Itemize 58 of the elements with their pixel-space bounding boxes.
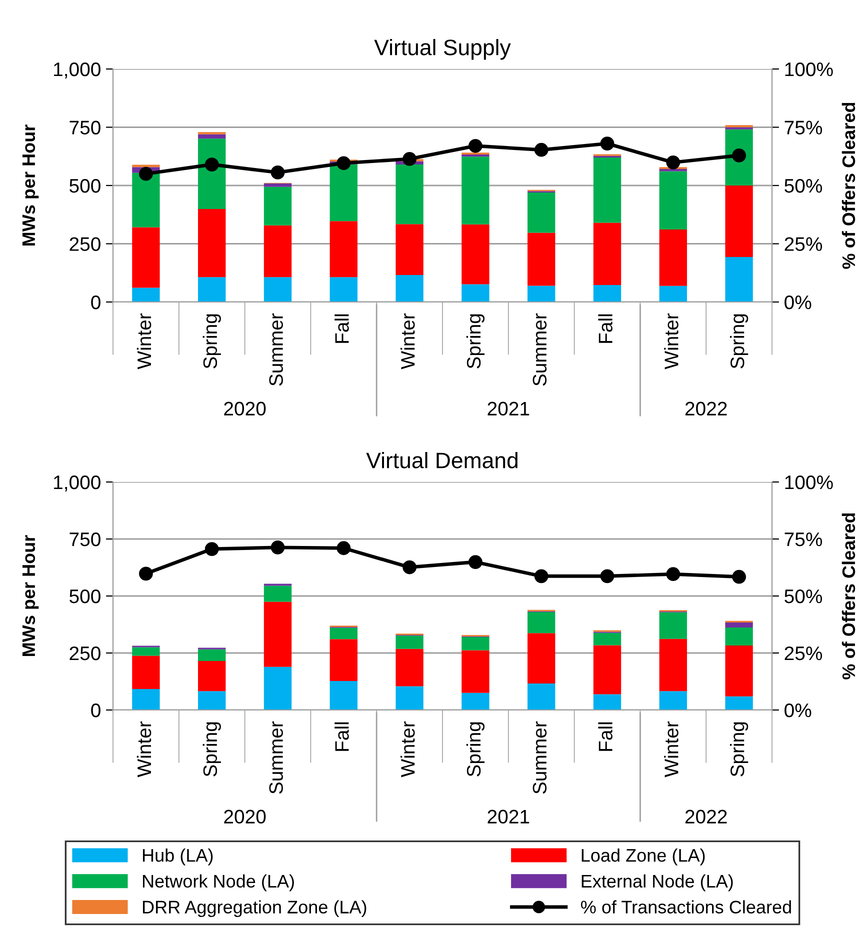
legend-label: DRR Aggregation Zone (LA) (142, 900, 366, 918)
x-tick-label: Spring (202, 722, 221, 776)
legend-label: Load Zone (LA) (582, 848, 705, 866)
chart-title: Virtual Demand (366, 452, 518, 468)
legend-label: External Node (LA) (582, 874, 733, 892)
y-tick-label: 250 (70, 237, 100, 251)
y-axis-title: MWs per Hour (22, 124, 39, 246)
y-tick-label: 1,000 (54, 475, 100, 492)
x-tick-label: Winter (664, 721, 678, 778)
x-tick-label: Spring (466, 314, 485, 368)
x-tick-label: Spring (466, 722, 485, 776)
text: 2021 (488, 810, 530, 824)
y-axis-title: MWs per Hour (22, 535, 39, 656)
y2-tick-label: 50% (784, 589, 822, 604)
y-tick-label: 500 (70, 589, 100, 604)
x-tick-label: Spring (730, 722, 748, 776)
y2-tick-label: 0% (784, 703, 812, 718)
y2-axis-title: % of Offers Cleared (842, 102, 856, 269)
y2-tick-label: 50% (784, 178, 822, 193)
y2-tick-label: 100% (785, 475, 833, 490)
x-tick-label: Fall (334, 722, 349, 751)
x-tick-label: Winter (400, 313, 415, 370)
y2-tick-label: 75% (784, 120, 822, 134)
text: 2022 (685, 402, 727, 416)
y-tick-label: 750 (70, 120, 100, 134)
x-tick-label: Spring (202, 314, 221, 368)
y2-tick-label: 25% (784, 646, 822, 660)
y-tick-label: 500 (70, 178, 100, 193)
y-tick-label: 250 (70, 646, 100, 660)
y-tick-label: 0 (91, 703, 100, 718)
x-tick-label: Fall (598, 722, 612, 751)
text: 2020 (224, 810, 266, 824)
y2-axis-title: % of Offers Cleared (842, 513, 856, 680)
y-tick-label: 750 (70, 532, 100, 546)
x-tick-label: Fall (598, 314, 612, 343)
legend-label: % of Transactions Cleared (581, 900, 791, 914)
x-tick-label: Summer (532, 313, 547, 386)
legend-label: Network Node (LA) (142, 874, 294, 892)
x-tick-label: Winter (400, 721, 415, 778)
x-tick-label: Summer (532, 721, 547, 794)
text: 2021 (488, 402, 530, 416)
x-tick-label: Summer (269, 721, 283, 794)
x-tick-label: Winter (136, 721, 152, 778)
chart-title: Virtual Supply (374, 39, 511, 60)
y2-tick-label: 100% (785, 62, 833, 76)
x-tick-label: Winter (664, 313, 678, 370)
text: 2022 (685, 810, 727, 824)
legend-label: Hub (LA) (142, 848, 213, 866)
y2-tick-label: 0% (784, 295, 812, 310)
y2-tick-label: 25% (784, 237, 822, 251)
x-tick-label: Fall (334, 314, 349, 343)
x-tick-label: Summer (269, 313, 283, 386)
y-tick-label: 1,000 (54, 62, 100, 79)
x-tick-label: Winter (136, 313, 152, 370)
text: 2020 (224, 402, 266, 416)
y-tick-label: 0 (91, 295, 100, 310)
y2-tick-label: 75% (784, 532, 822, 546)
x-tick-label: Spring (730, 314, 748, 368)
